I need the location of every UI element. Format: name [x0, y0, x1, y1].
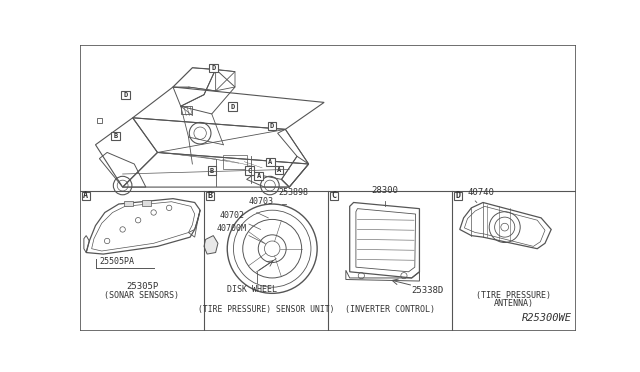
- Text: R25300WE: R25300WE: [522, 313, 572, 323]
- Text: (SONAR SENSORS): (SONAR SENSORS): [104, 291, 179, 300]
- Text: C: C: [332, 192, 336, 201]
- Text: A: A: [83, 192, 88, 201]
- Text: 25338D: 25338D: [412, 286, 444, 295]
- Bar: [208, 166, 216, 175]
- Text: D: D: [212, 65, 216, 71]
- Text: DISK WHEEL: DISK WHEEL: [227, 285, 277, 294]
- Bar: [330, 192, 338, 200]
- Bar: [81, 192, 90, 200]
- Text: 40740: 40740: [467, 188, 494, 197]
- Bar: [111, 132, 120, 140]
- Text: (INVERTER CONTROL): (INVERTER CONTROL): [345, 305, 435, 314]
- Text: ANTENNA): ANTENNA): [494, 299, 534, 308]
- Bar: [209, 64, 218, 73]
- Bar: [266, 158, 275, 166]
- Bar: [121, 91, 129, 99]
- Text: 40702: 40702: [220, 211, 244, 220]
- Text: D: D: [455, 192, 460, 201]
- Bar: [268, 122, 276, 130]
- Bar: [223, 155, 246, 169]
- Bar: [245, 166, 253, 175]
- Text: 253898: 253898: [278, 188, 308, 197]
- Text: A: A: [257, 173, 260, 179]
- Text: C: C: [247, 167, 252, 173]
- Text: D: D: [230, 104, 234, 110]
- Text: (TIRE PRESSURE): (TIRE PRESSURE): [477, 291, 552, 300]
- Text: 28300: 28300: [371, 186, 398, 195]
- Text: B: B: [210, 167, 214, 173]
- Bar: [275, 166, 283, 174]
- Text: A: A: [276, 167, 281, 173]
- Text: D: D: [124, 92, 127, 98]
- Polygon shape: [204, 235, 218, 254]
- Bar: [254, 172, 263, 180]
- Text: 25305P: 25305P: [126, 282, 158, 291]
- Text: 40703: 40703: [249, 197, 274, 206]
- Bar: [228, 102, 237, 111]
- Bar: [124, 201, 134, 206]
- Text: B: B: [207, 192, 212, 201]
- Bar: [205, 192, 214, 200]
- Text: 25505PA: 25505PA: [99, 257, 134, 266]
- Bar: [142, 200, 151, 206]
- Text: 40700M: 40700M: [216, 224, 246, 233]
- Text: A: A: [268, 159, 273, 165]
- Bar: [454, 192, 462, 200]
- Text: (TIRE PRESSURE) SENSOR UNIT): (TIRE PRESSURE) SENSOR UNIT): [198, 305, 334, 314]
- Bar: [180, 106, 193, 114]
- Text: D: D: [269, 123, 274, 129]
- Text: B: B: [113, 133, 117, 139]
